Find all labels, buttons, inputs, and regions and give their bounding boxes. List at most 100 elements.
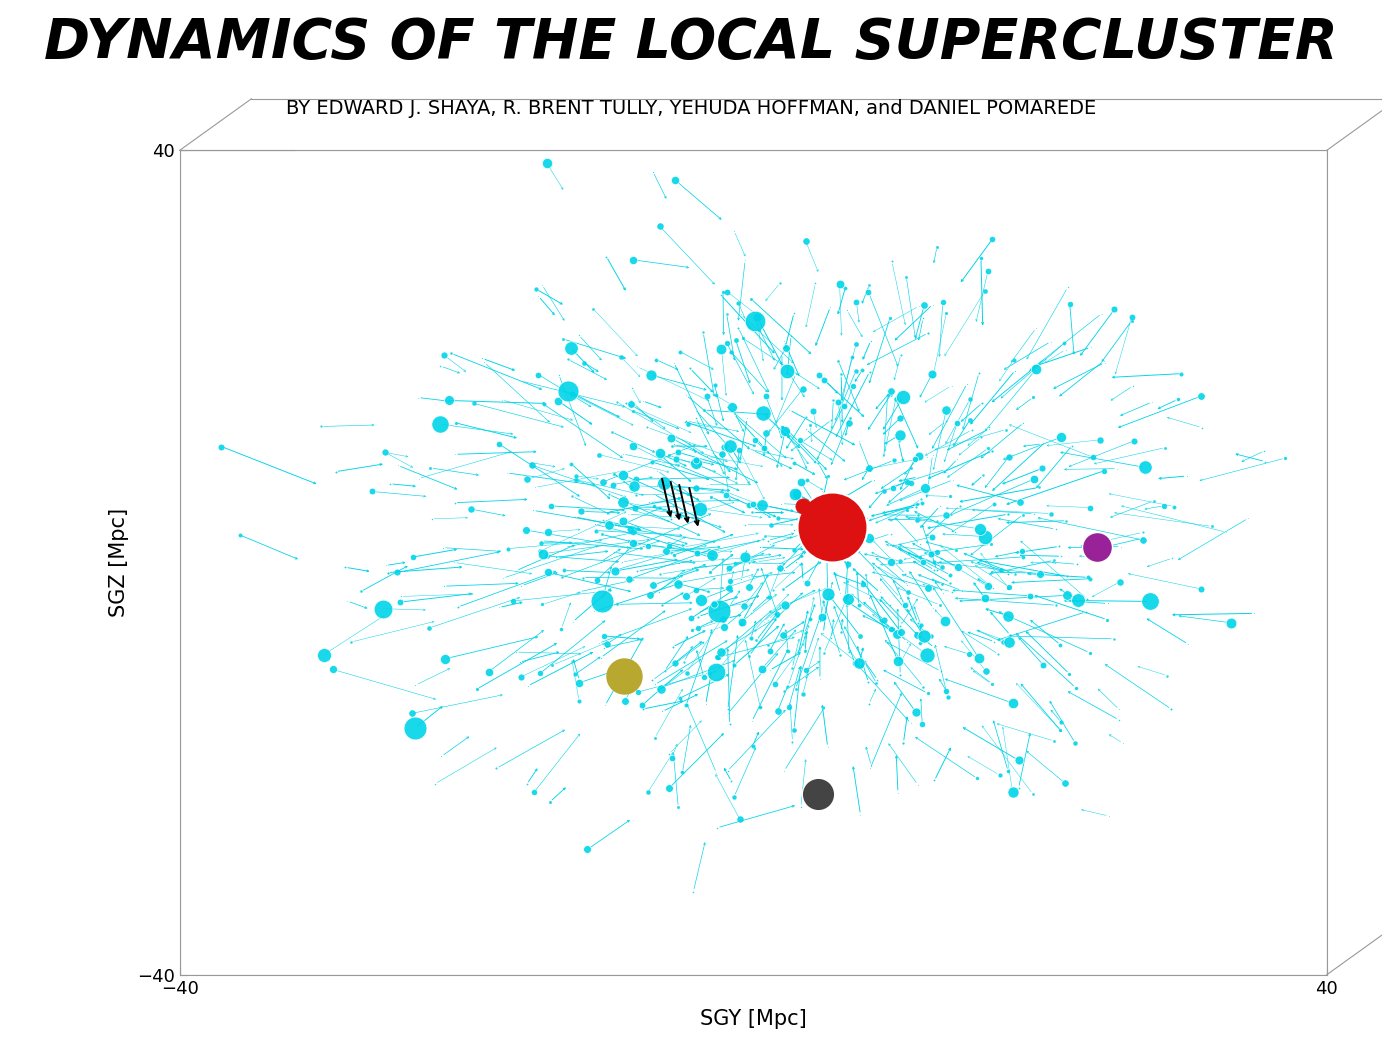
Point bbox=[1097, 808, 1119, 824]
Point bbox=[568, 672, 590, 689]
Point bbox=[980, 675, 1002, 692]
Point bbox=[1143, 493, 1165, 509]
Point bbox=[668, 576, 690, 592]
Point bbox=[831, 493, 853, 509]
Point bbox=[832, 398, 854, 415]
Point bbox=[593, 512, 615, 529]
Point bbox=[804, 275, 826, 291]
Point bbox=[795, 642, 817, 658]
Point bbox=[792, 572, 814, 589]
Point bbox=[850, 657, 872, 674]
Point bbox=[896, 574, 918, 591]
Point bbox=[647, 463, 669, 479]
Point bbox=[1122, 377, 1144, 394]
Point bbox=[638, 498, 661, 514]
Point bbox=[560, 340, 582, 357]
Point bbox=[515, 776, 538, 792]
Point bbox=[616, 506, 638, 523]
Point bbox=[582, 301, 604, 317]
Point bbox=[981, 443, 1003, 459]
Point bbox=[1050, 429, 1072, 446]
Point bbox=[547, 366, 569, 383]
Point bbox=[750, 497, 773, 513]
Point bbox=[774, 423, 796, 440]
Point bbox=[759, 662, 781, 678]
Point bbox=[638, 494, 661, 510]
Point bbox=[974, 283, 996, 300]
Point bbox=[496, 465, 518, 481]
Point bbox=[796, 574, 818, 591]
Point bbox=[1171, 365, 1193, 382]
Point bbox=[661, 430, 683, 447]
Point bbox=[896, 634, 918, 650]
Point bbox=[753, 528, 775, 544]
Point bbox=[894, 596, 916, 613]
Point bbox=[680, 560, 702, 577]
Point bbox=[977, 578, 999, 594]
Point bbox=[621, 380, 643, 396]
Point bbox=[388, 594, 410, 611]
Point bbox=[614, 500, 636, 516]
Point bbox=[408, 389, 430, 405]
Point bbox=[777, 643, 799, 660]
Point bbox=[713, 439, 735, 455]
Point bbox=[829, 585, 851, 601]
Point bbox=[773, 682, 795, 699]
Point bbox=[724, 332, 746, 348]
Point bbox=[710, 643, 732, 660]
Point bbox=[645, 352, 668, 368]
Point bbox=[720, 343, 742, 360]
Point bbox=[340, 634, 362, 650]
Point bbox=[1122, 432, 1144, 449]
Point bbox=[373, 444, 395, 460]
Point bbox=[607, 596, 629, 613]
Point bbox=[766, 557, 788, 573]
Point bbox=[908, 448, 930, 465]
Point bbox=[648, 584, 670, 600]
Point bbox=[430, 748, 452, 764]
Point bbox=[627, 683, 650, 700]
Point bbox=[829, 647, 851, 664]
Point bbox=[1090, 305, 1113, 321]
Point bbox=[770, 560, 792, 577]
Point bbox=[536, 155, 558, 171]
Point bbox=[889, 410, 911, 426]
Point bbox=[473, 354, 495, 370]
Point bbox=[947, 559, 969, 576]
Point bbox=[785, 365, 807, 382]
Point bbox=[728, 811, 750, 828]
Point bbox=[650, 445, 672, 461]
Point bbox=[835, 588, 857, 605]
Point bbox=[1049, 722, 1071, 738]
Point bbox=[589, 446, 611, 463]
Point bbox=[515, 522, 538, 538]
Point bbox=[680, 610, 702, 626]
Point bbox=[361, 483, 383, 500]
Point bbox=[930, 581, 952, 597]
Point bbox=[778, 699, 800, 716]
Point bbox=[430, 358, 452, 374]
Point bbox=[770, 496, 792, 512]
Point bbox=[551, 331, 574, 347]
Point bbox=[908, 298, 930, 314]
Point bbox=[444, 446, 466, 463]
Point bbox=[781, 733, 803, 750]
Point bbox=[1253, 443, 1276, 459]
Point bbox=[737, 410, 759, 426]
Point bbox=[524, 479, 546, 496]
Point bbox=[492, 570, 514, 587]
Point bbox=[1021, 786, 1043, 803]
Point bbox=[390, 588, 412, 605]
Point bbox=[557, 383, 579, 399]
Point bbox=[851, 577, 873, 593]
Point bbox=[1077, 591, 1099, 608]
Point bbox=[882, 621, 904, 638]
Point bbox=[789, 432, 811, 449]
Point bbox=[557, 352, 579, 368]
Point bbox=[1108, 573, 1130, 590]
Point bbox=[531, 277, 553, 293]
Point bbox=[325, 464, 347, 480]
Point bbox=[719, 716, 741, 732]
Point bbox=[712, 611, 734, 627]
Point bbox=[930, 663, 952, 679]
